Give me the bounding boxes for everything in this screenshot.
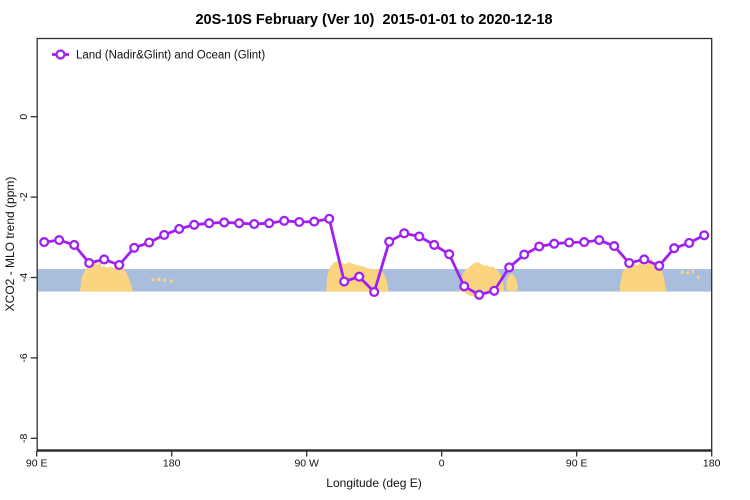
legend-label: Land (Nadir&Glint) and Ocean (Glint) [76, 50, 265, 62]
y-tick-label: -8 [18, 433, 30, 442]
data-point-marker [294, 216, 305, 228]
data-point-marker [189, 219, 200, 230]
data-point-marker [84, 257, 95, 269]
data-point-marker [309, 216, 320, 227]
x-tick-label: 90 E [566, 458, 588, 470]
data-point-marker [444, 249, 455, 260]
legend: Land (Nadir&Glint) and Ocean (Glint) [52, 49, 265, 62]
y-tick-label: -6 [18, 353, 30, 362]
x-tick-label: 90 E [26, 458, 48, 470]
land-patch [697, 275, 700, 280]
land-patch [163, 278, 166, 282]
y-axis-label: XCO2 - MLO trend (ppm) [3, 177, 17, 312]
data-point-marker [504, 262, 515, 273]
data-point-marker [654, 260, 665, 271]
data-point-marker [159, 229, 170, 240]
x-tick-label: 0 [439, 458, 445, 470]
data-point-marker [324, 213, 335, 224]
data-point-marker [264, 218, 275, 229]
land-patch [506, 273, 518, 292]
data-point-marker [474, 289, 485, 300]
data-point-marker [699, 230, 710, 241]
land-patch [169, 279, 173, 283]
land-patch [151, 278, 155, 282]
chart-title: 20S-10S February (Ver 10) 2015-01-01 to … [195, 12, 552, 28]
land-patch [686, 271, 689, 275]
land-patch [681, 270, 684, 274]
data-point-marker [114, 259, 125, 271]
data-point-marker [384, 236, 395, 247]
data-point-marker [354, 271, 365, 282]
data-point-marker [549, 238, 560, 249]
data-point-marker [339, 276, 350, 287]
data-point-marker [69, 239, 80, 250]
data-point-marker [609, 241, 620, 252]
x-axis-label: Longitude (deg E) [326, 476, 421, 490]
land-patch [157, 277, 161, 282]
map-band-layer [37, 259, 712, 297]
data-point-marker [669, 243, 680, 254]
data-point-marker [369, 286, 380, 298]
data-point-marker [414, 231, 425, 242]
x-tick-label: 90 W [294, 458, 319, 470]
data-point-marker [54, 235, 65, 246]
data-point-marker [279, 215, 290, 226]
data-point-marker [39, 237, 50, 248]
data-point-marker [639, 254, 650, 265]
data-point-marker [249, 218, 260, 230]
data-point-marker [624, 257, 635, 269]
data-point-marker [234, 218, 245, 229]
data-point-marker [459, 281, 470, 292]
series-layer [39, 213, 710, 300]
data-point-marker [144, 237, 155, 248]
y-tick-label: -4 [18, 273, 30, 282]
axes-layer: 90 E 180 90 W 0 90 E 180 0 -2 -4 -6 -8 [18, 37, 721, 470]
data-point-marker [519, 249, 530, 260]
data-point-marker [129, 242, 140, 253]
y-tick-label: -2 [18, 192, 30, 201]
legend-circle-marker-icon [55, 49, 66, 60]
data-point-marker [579, 237, 590, 248]
land-patch [691, 269, 694, 274]
data-point-marker [429, 239, 440, 250]
data-point-marker [174, 223, 185, 234]
x-tick-label: 180 [703, 458, 721, 470]
data-point-marker [594, 235, 605, 246]
data-point-marker [489, 285, 500, 296]
data-point-marker [684, 237, 695, 248]
data-point-marker [564, 237, 575, 248]
data-point-marker [99, 254, 110, 265]
data-point-marker [204, 218, 215, 229]
data-point-marker [534, 241, 545, 252]
y-tick-label: 0 [18, 114, 30, 120]
data-point-marker [399, 228, 410, 239]
data-point-marker [219, 217, 230, 228]
x-tick-label: 180 [163, 458, 181, 470]
